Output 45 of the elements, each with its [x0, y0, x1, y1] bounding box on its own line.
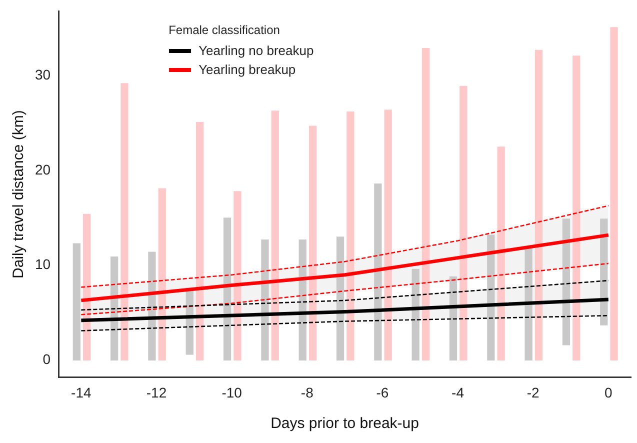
bar — [524, 248, 532, 360]
legend-title: Female classification — [168, 23, 281, 38]
bar — [449, 276, 458, 360]
bar — [346, 112, 354, 360]
x-tick-label: -6 — [376, 384, 389, 400]
bar — [572, 56, 580, 360]
bar — [72, 243, 80, 360]
legend-label: Yearling breakup — [198, 62, 296, 78]
bar — [460, 86, 468, 360]
bar — [610, 27, 618, 360]
bar — [422, 48, 430, 360]
bar — [412, 268, 420, 360]
y-tick-label: 0 — [42, 351, 51, 367]
bar — [336, 236, 344, 360]
bar — [148, 252, 156, 360]
bar — [196, 122, 204, 360]
bar — [374, 184, 382, 360]
x-tick-label: -2 — [526, 384, 540, 400]
bar — [82, 214, 91, 360]
bar — [120, 83, 128, 360]
bar — [487, 234, 495, 360]
bar — [384, 110, 392, 360]
y-tick-label: 10 — [34, 256, 51, 272]
x-tick-label: -12 — [146, 384, 167, 400]
x-tick-label: 0 — [604, 384, 613, 400]
bar — [158, 188, 166, 360]
y-tick-label: 30 — [34, 66, 51, 83]
bar — [562, 218, 570, 346]
legend-label: Yearling no breakup — [198, 43, 314, 58]
x-tick-label: -4 — [452, 384, 464, 400]
x-tick-label: -10 — [222, 384, 242, 400]
y-tick-label: 20 — [34, 161, 51, 178]
line-series — [80, 262, 610, 316]
bar — [261, 239, 269, 360]
bar — [534, 50, 543, 360]
x-axis-title: Days prior to break-up — [270, 415, 419, 432]
bar — [271, 110, 279, 360]
line-series — [80, 205, 610, 288]
bar — [223, 218, 232, 360]
x-tick-label: -14 — [71, 384, 92, 400]
bar — [497, 146, 505, 360]
bar — [308, 126, 317, 360]
y-axis-title: Daily travel distance (km) — [10, 110, 28, 278]
bar — [234, 191, 242, 360]
x-tick-label: -8 — [300, 384, 314, 400]
